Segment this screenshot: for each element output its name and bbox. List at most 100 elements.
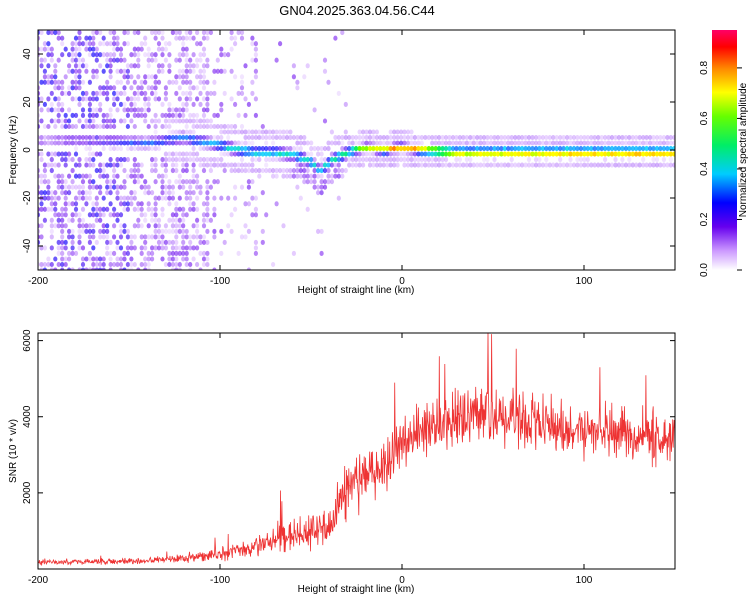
spectrogram-cell [526,134,532,141]
spectrogram-cell [222,151,227,157]
spectrogram-cell [267,134,272,141]
spectrogram-cell [84,195,89,201]
spectrogram-cell [443,151,449,157]
spectrogram-cell [125,201,130,207]
spectrogram-cell [49,190,54,196]
spectrogram-cell [136,74,141,80]
spectrogram-cell [115,239,120,245]
spectrogram-cell [73,74,79,80]
spectrogram-cell [39,261,44,268]
spectrogram-cell [354,134,359,141]
spectrogram-cell [239,168,245,174]
spectrogram-cell [648,151,653,157]
spectrogram-cell [98,190,103,196]
spectrogram-cell [340,157,345,163]
spectrogram-cell [471,162,476,168]
spectrogram-cell [188,57,193,63]
spectrogram-cell [146,46,151,52]
spectrogram-cell [195,30,200,36]
spectrogram-cell [208,123,213,130]
spectrogram-cell [433,140,438,146]
spectrogram-cell [53,223,58,229]
spectrogram-cell [132,46,137,52]
spectrogram-cell [229,129,234,135]
spectrogram-cell [208,140,213,146]
spectrogram-cell [38,46,41,52]
spectrogram-cell [343,151,348,157]
spectrogram-cell [367,129,373,135]
spectrogram-cell [153,57,158,63]
spectrogram-cell [475,140,480,146]
spectrogram-cell [156,68,162,74]
spectrogram-cell [188,140,193,146]
spectrogram-cell [108,57,113,63]
spectrogram-cell [42,217,48,223]
spectrogram-cell [395,162,400,168]
spectrogram-cell [599,151,604,157]
spectrogram-cell [167,256,172,262]
spectrogram-cell [115,256,120,262]
spectrogram-cell [540,151,546,157]
spectrogram-cell [101,261,106,268]
spectrogram-cell [302,74,307,80]
spectrogram-cell [381,162,386,168]
spectrogram-cell [661,140,667,146]
spectrogram-cell [319,228,324,234]
spectrogram-cell [73,96,79,102]
spectrogram-cell [219,134,224,141]
spectrogram-cell [250,146,255,152]
spectrogram-cell [108,162,113,168]
spectrogram-cell [118,68,124,74]
spectrogram-cell [623,151,629,157]
spectrogram-cell [326,140,331,146]
spectrogram-cell [312,146,317,152]
spectrogram-cell [167,228,172,234]
spectrogram-cell [49,74,54,80]
spectrogram-cell [554,151,559,157]
spectrogram-cell [101,118,106,124]
spectrogram-cell [143,234,148,240]
spectrogram-cell [94,261,99,268]
spectrogram-cell [250,35,255,41]
spectrogram-cell [253,206,258,212]
spectrogram-cell [371,146,376,152]
spectrogram-cell [364,151,369,157]
spectrogram-cell [239,74,245,80]
spectrogram-cell [160,63,165,69]
spectrogram-cell [125,96,130,102]
spectrogram-cell [288,173,293,179]
spectrogram-cell [568,140,573,146]
spectrogram-cell [246,201,251,207]
spectrogram-cell [253,129,258,135]
spectrogram-cell [153,129,158,135]
spectrogram-cell [271,151,276,157]
spectrogram-cell [60,134,65,141]
spectrogram-cell [80,195,86,201]
spectrogram-cell [91,245,96,251]
spectrogram-cell [215,123,220,130]
spectrogram-cell [129,74,134,80]
spectrogram-cell [239,146,245,152]
spectrogram-cell [267,146,272,152]
spectrogram-cell [87,223,92,229]
spectrogram-cell [201,96,207,102]
spectrogram-cell [326,179,331,185]
spectrogram-cell [246,134,251,141]
spectrogram-cell [153,157,158,163]
snr-x-tick-label: 0 [399,575,405,586]
spectrogram-cell [322,162,328,168]
spectrogram-cell [108,250,113,256]
spectrogram-cell [87,267,92,270]
spectrogram-cell [464,140,469,146]
spectrogram-cell [146,184,151,190]
spectrogram-cell [637,146,642,152]
spectrogram-cell [101,52,106,58]
spectrogram-cell [322,118,328,124]
spectrogram-cell [105,41,110,47]
spectrogram-cell [499,140,504,146]
spectrogram-cell [163,96,168,102]
spectrogram-cell [558,162,563,168]
spectrogram-cell [236,140,241,146]
spectrogram-cell [188,129,193,135]
spectrogram-cell [291,146,296,152]
